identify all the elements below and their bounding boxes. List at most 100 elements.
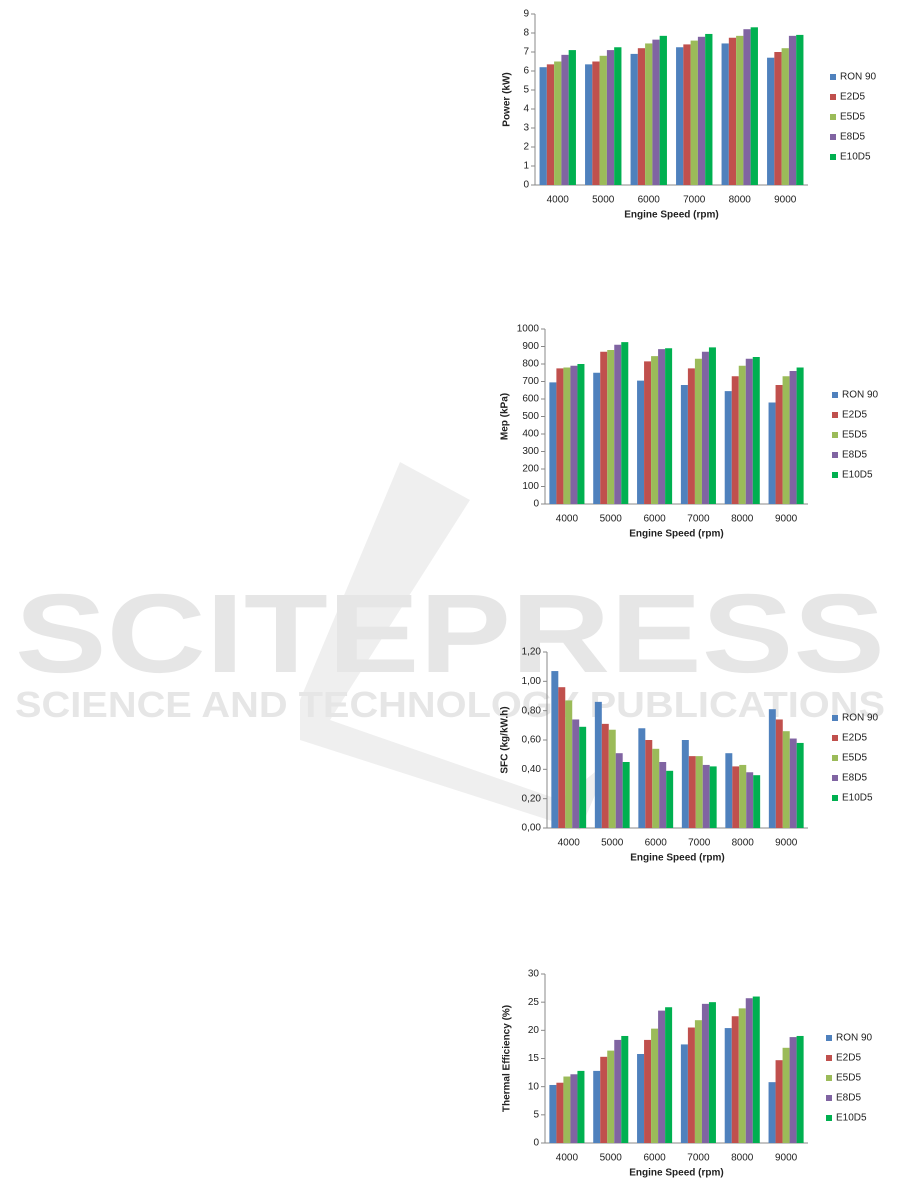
bar <box>546 64 555 185</box>
legend-label: E2D5 <box>842 733 867 744</box>
x-tick-label: 5000 <box>592 195 615 206</box>
x-tick-label: 6000 <box>638 195 661 206</box>
bar <box>563 1076 571 1143</box>
bar <box>782 731 790 828</box>
bar <box>572 719 580 828</box>
x-tick-label: 8000 <box>731 1153 754 1164</box>
legend-swatch <box>832 472 838 478</box>
bar <box>652 39 660 186</box>
y-tick-label: 2 <box>523 142 529 153</box>
bar <box>724 391 732 504</box>
bar <box>731 1016 739 1143</box>
y-tick-label: 100 <box>522 481 539 492</box>
y-tick-label: 5 <box>533 1109 539 1120</box>
bar <box>658 349 666 504</box>
legend-label: E2D5 <box>840 92 865 103</box>
y-tick-label: 10 <box>528 1081 540 1092</box>
bar <box>600 1056 608 1143</box>
bar <box>652 748 660 828</box>
bar <box>768 1082 776 1143</box>
y-axis-title: SFC (kg/kW.h) <box>500 706 511 773</box>
bar <box>750 27 758 185</box>
x-tick-label: 4000 <box>556 1153 579 1164</box>
bar <box>568 50 576 185</box>
legend-label: E5D5 <box>842 430 867 441</box>
bar <box>549 382 557 504</box>
bar <box>630 53 638 186</box>
y-tick-label: 300 <box>522 446 539 457</box>
bar <box>637 1053 645 1143</box>
legend-swatch <box>832 392 838 398</box>
x-tick-label: 4000 <box>547 195 570 206</box>
bar <box>644 1039 652 1143</box>
bar <box>579 726 587 828</box>
legend-swatch <box>830 74 836 80</box>
bar <box>681 740 689 828</box>
y-tick-label: 900 <box>522 341 539 352</box>
bar <box>788 35 797 185</box>
bar <box>728 37 737 185</box>
legend-label: RON 90 <box>842 390 879 401</box>
bar <box>746 772 754 828</box>
bar <box>724 1028 732 1143</box>
bar <box>768 709 776 828</box>
legend-swatch <box>826 1095 832 1101</box>
x-tick-label: 5000 <box>600 1153 623 1164</box>
bar <box>701 1003 709 1143</box>
x-tick-label: 7000 <box>687 514 710 525</box>
bar <box>738 1008 746 1143</box>
y-tick-label: 9 <box>523 9 529 20</box>
bar <box>621 342 629 504</box>
bar <box>614 1039 622 1143</box>
x-tick-label: 8000 <box>729 195 752 206</box>
bar <box>745 998 753 1143</box>
y-axis-title: Thermal Efficiency (%) <box>502 1005 513 1112</box>
x-tick-label: 9000 <box>775 838 798 849</box>
y-axis-title: Mep (kPa) <box>500 393 511 440</box>
bar <box>694 358 702 504</box>
bar <box>680 385 688 504</box>
bar <box>554 61 562 185</box>
bar <box>796 1035 804 1143</box>
x-tick-label: 4000 <box>556 514 579 525</box>
bar <box>607 350 615 504</box>
bar <box>775 385 783 504</box>
bar <box>687 1027 695 1143</box>
bar <box>695 756 703 828</box>
bar <box>558 687 566 828</box>
bar <box>563 367 571 504</box>
y-tick-label: 200 <box>522 464 539 475</box>
bar <box>599 55 607 185</box>
bar <box>556 1082 564 1143</box>
x-tick-label: 9000 <box>775 514 798 525</box>
y-tick-label: 8 <box>523 28 529 39</box>
x-axis-title: Engine Speed (rpm) <box>624 210 718 221</box>
legend-label: E8D5 <box>840 132 865 143</box>
bar <box>789 738 797 828</box>
y-tick-label: 3 <box>523 123 529 134</box>
y-tick-label: 400 <box>522 429 539 440</box>
bar <box>676 47 684 185</box>
x-tick-label: 4000 <box>558 838 581 849</box>
legend-swatch <box>830 114 836 120</box>
bar <box>753 775 761 828</box>
y-tick-label: 500 <box>522 411 539 422</box>
y-tick-label: 25 <box>528 997 540 1008</box>
bar <box>752 357 760 504</box>
bar <box>709 766 717 828</box>
bar <box>570 365 578 504</box>
bar <box>556 368 564 504</box>
legend-swatch <box>832 755 838 761</box>
bar <box>687 368 695 504</box>
bar <box>683 44 691 186</box>
bar <box>782 376 790 504</box>
bar <box>708 347 716 504</box>
y-tick-label: 0,40 <box>522 764 542 775</box>
bar <box>606 50 615 185</box>
bar <box>665 348 673 504</box>
bar <box>637 380 645 504</box>
legend-label: E2D5 <box>836 1053 861 1064</box>
bar <box>738 365 746 504</box>
